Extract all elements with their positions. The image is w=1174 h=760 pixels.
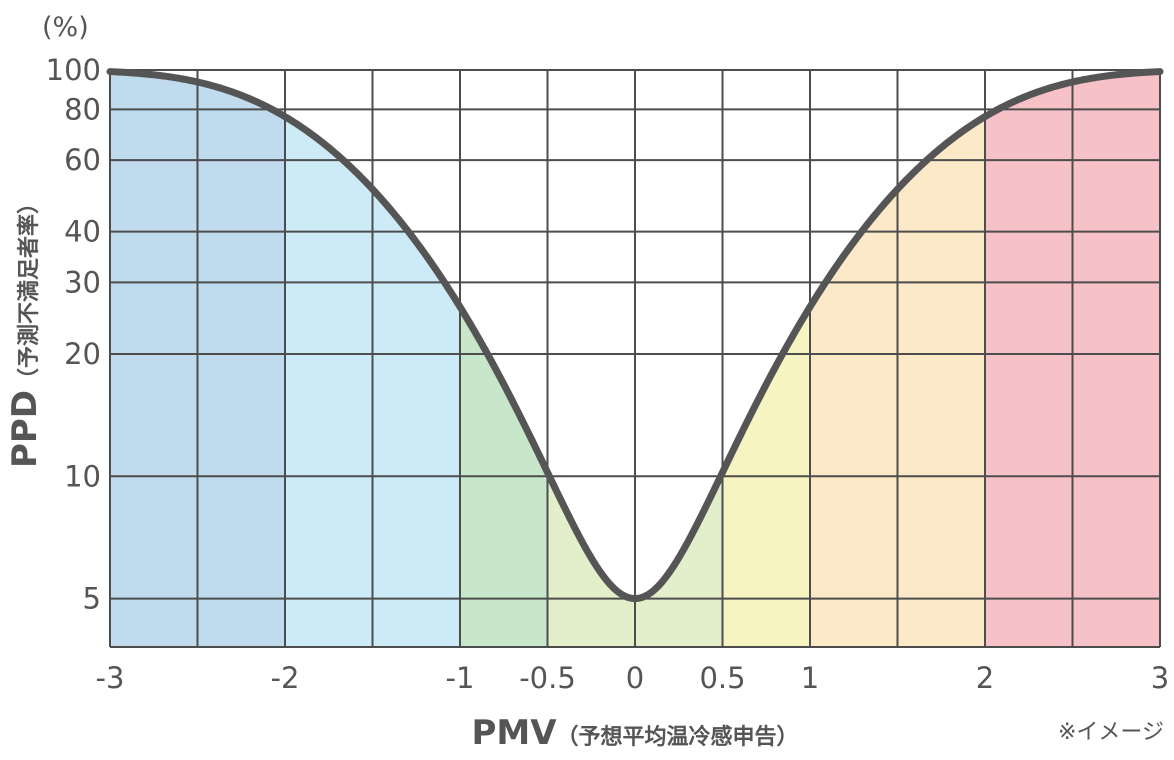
x-axis-label-sub: （予想平均温冷感申告） <box>557 724 799 750</box>
y-tick-label-7: 100 <box>46 53 101 87</box>
x-tick-label-1: -2 <box>271 661 300 695</box>
y-unit-label: (%) <box>42 12 89 43</box>
x-axis-label: PMV（予想平均温冷感申告） <box>471 713 798 753</box>
y-axis-label-main: PPD <box>5 390 45 468</box>
y-tick-label-2: 20 <box>64 337 101 371</box>
y-tick-label-6: 80 <box>64 92 101 126</box>
image-note: ※イメージ <box>1058 720 1164 745</box>
x-tick-label-2: -1 <box>446 661 475 695</box>
band-3 <box>547 472 723 647</box>
y-axis-label-sub: （予測不満足者率） <box>16 192 42 390</box>
y-tick-label-3: 30 <box>64 265 101 299</box>
x-tick-label-4: 0 <box>626 661 644 695</box>
x-tick-label-6: 1 <box>801 661 819 695</box>
x-tick-label-8: 3 <box>1151 661 1169 695</box>
y-tick-label-1: 10 <box>64 459 101 493</box>
curve-layer <box>106 68 1164 603</box>
x-tick-labels: -3 -2 -1 -0.5 0 0.5 1 2 3 <box>96 661 1170 695</box>
ppd-curve <box>106 68 1164 603</box>
x-tick-label-7: 2 <box>976 661 994 695</box>
x-axis-label-main: PMV <box>471 713 557 753</box>
y-tick-labels: 5 10 20 30 40 60 80 100 <box>46 53 101 616</box>
y-tick-label-5: 60 <box>64 143 101 177</box>
y-tick-label-4: 40 <box>64 215 101 249</box>
y-axis-label: PPD（予測不満足者率） <box>5 192 45 468</box>
vertical-gridlines <box>109 70 1161 647</box>
x-tick-label-3: -0.5 <box>519 661 576 695</box>
horizontal-gridlines <box>110 69 1160 648</box>
x-tick-label-5: 0.5 <box>699 661 745 695</box>
x-tick-label-0: -3 <box>96 661 125 695</box>
y-tick-label-0: 5 <box>83 582 101 616</box>
